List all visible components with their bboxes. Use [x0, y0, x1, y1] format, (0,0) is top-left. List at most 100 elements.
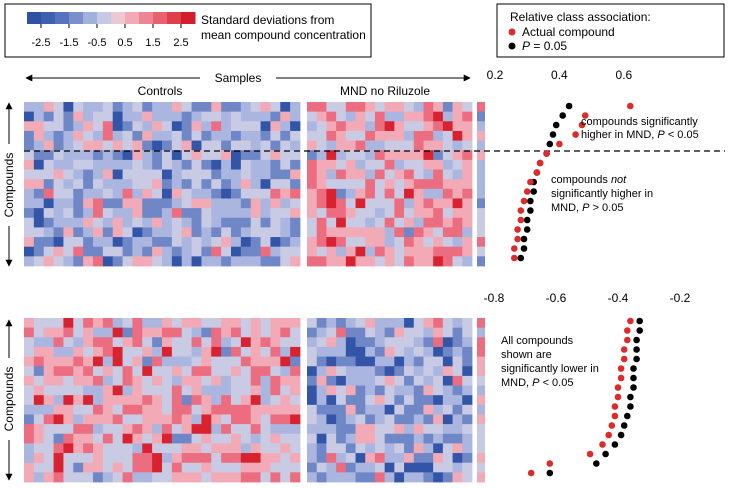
heatmap-cell	[53, 318, 64, 329]
heatmap-cell	[132, 111, 143, 122]
heatmap-cell	[260, 121, 271, 132]
heatmap-cell	[63, 159, 74, 170]
heatmap-cell	[336, 337, 347, 348]
heatmap-cell	[191, 237, 202, 248]
heatmap-cell	[53, 237, 64, 248]
heatmap-cell	[316, 453, 327, 464]
heatmap-cell	[345, 237, 356, 248]
heatmap-cell	[63, 414, 74, 425]
heatmap-cell	[221, 424, 232, 435]
heatmap-cell	[43, 385, 54, 396]
heatmap-cell	[102, 375, 114, 386]
heatmap-cell	[83, 188, 94, 199]
heatmap-cell	[384, 385, 395, 396]
class-strip-cell	[477, 140, 485, 151]
heatmap-cell	[326, 121, 337, 132]
heatmap-cell	[307, 102, 318, 113]
heatmap-cell	[423, 443, 434, 454]
heatmap-cell	[345, 424, 356, 435]
heatmap-cell	[112, 130, 123, 141]
heatmap-cell	[43, 404, 54, 415]
heatmap-cell	[142, 111, 153, 122]
heatmap-cell	[374, 395, 386, 406]
heatmap-cell	[112, 179, 123, 190]
heatmap-cell	[355, 472, 366, 483]
heatmap-cell	[374, 433, 386, 444]
heatmap-cell	[442, 366, 453, 377]
heatmap-cell	[102, 111, 114, 122]
heatmap-cell	[442, 395, 453, 406]
heatmap-cell	[142, 433, 153, 444]
heatmap-cell	[142, 208, 153, 219]
heatmap-cell	[102, 169, 114, 180]
heatmap-cell	[102, 346, 114, 357]
heatmap-cell	[270, 375, 281, 386]
class-strip-cell	[477, 443, 485, 454]
heatmap-cell	[336, 246, 347, 257]
heatmap-cell	[93, 246, 104, 257]
heatmap-cell	[394, 169, 405, 180]
heatmap-cell	[231, 208, 242, 219]
heatmap-cell	[423, 102, 434, 113]
heatmap-cell	[413, 227, 424, 238]
heatmap-cell	[462, 130, 473, 141]
heatmap-cell	[24, 433, 35, 444]
compounds-axis-top: Compounds	[2, 102, 16, 267]
heatmap-cell	[231, 111, 242, 122]
heatmap-cell	[201, 414, 212, 425]
heatmap-cell	[404, 159, 415, 170]
heatmap-cell	[345, 395, 356, 406]
heatmap-bottom-mnd	[307, 318, 473, 483]
heatmap-cell	[53, 375, 64, 386]
heatmap-cell	[221, 375, 232, 386]
actual-compound-point	[627, 317, 634, 325]
heatmap-cell	[345, 246, 356, 257]
heatmap-cell	[462, 198, 473, 209]
color-scale-swatch	[181, 12, 196, 24]
heatmap-cell	[43, 188, 54, 199]
color-scale-swatch	[125, 12, 140, 24]
heatmap-cell	[336, 208, 347, 219]
heatmap-cell	[404, 356, 415, 367]
heatmap-cell	[33, 111, 45, 122]
heatmap-cell	[336, 472, 347, 483]
heatmap-cell	[290, 159, 301, 170]
heatmap-cell	[290, 375, 301, 386]
heatmap-cell	[181, 424, 192, 435]
heatmap-cell	[452, 453, 463, 464]
heatmap-cell	[307, 356, 318, 367]
heatmap-cell	[384, 111, 395, 122]
heatmap-cell	[250, 140, 261, 151]
heatmap-cell	[423, 472, 434, 483]
heatmap-cell	[221, 472, 232, 483]
annotation-top-significant-line2-pre: higher in MND,	[581, 129, 657, 141]
heatmap-cell	[191, 121, 202, 132]
heatmap-cell	[462, 385, 473, 396]
heatmap-cell	[307, 198, 318, 209]
heatmap-cell	[462, 424, 473, 435]
heatmap-cell	[290, 237, 301, 248]
heatmap-cell	[355, 198, 366, 209]
threshold-point	[549, 131, 557, 138]
heatmap-cell	[316, 366, 327, 377]
heatmap-cell	[270, 346, 281, 357]
heatmap-cell	[112, 217, 123, 228]
annotation-top-not-line3-post: > 0.05	[590, 202, 624, 214]
heatmap-cell	[423, 346, 434, 357]
heatmap-cell	[384, 318, 395, 329]
heatmap-cell	[250, 102, 261, 113]
heatmap-cell	[270, 159, 281, 170]
heatmap-cell	[433, 318, 444, 329]
actual-compound-point	[617, 365, 625, 372]
heatmap-cell	[280, 395, 291, 406]
heatmap-cell	[142, 227, 153, 238]
heatmap-cell	[240, 159, 252, 170]
threshold-point	[630, 374, 637, 382]
heatmap-cell	[162, 217, 173, 228]
heatmap-cell	[423, 356, 434, 367]
heatmap-cell	[413, 179, 424, 190]
heatmap-cell	[290, 140, 301, 151]
class-strip-cell	[477, 256, 485, 267]
heatmap-cell	[162, 237, 173, 248]
heatmap-cell	[231, 198, 242, 209]
